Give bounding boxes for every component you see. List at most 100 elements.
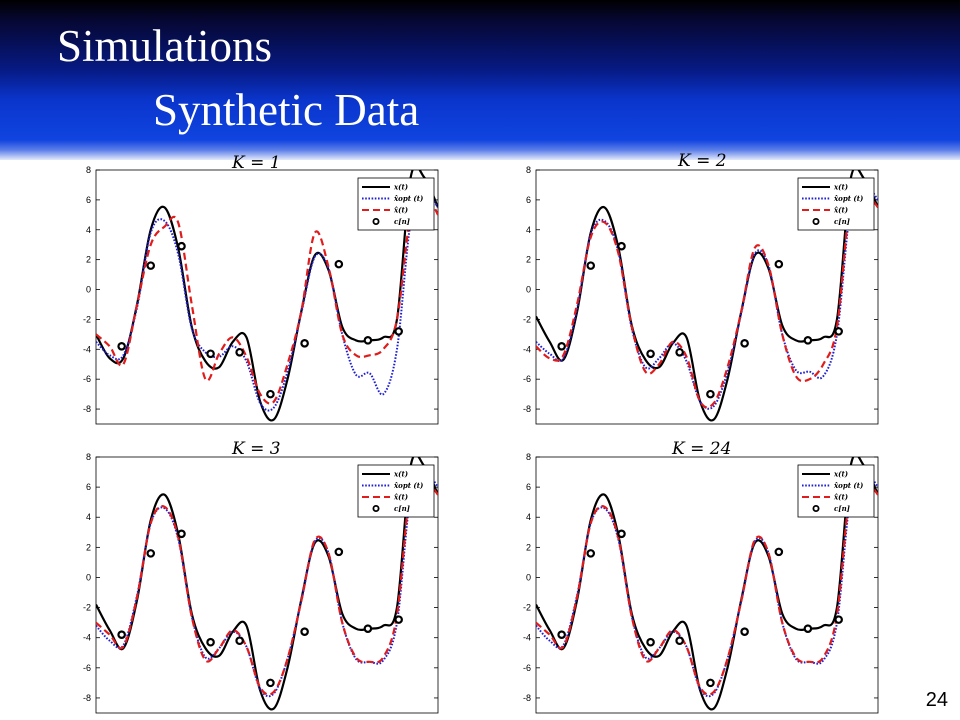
y-tick-label: 4	[526, 512, 531, 522]
legend-label: x̂(t)	[393, 206, 408, 215]
slide-header	[0, 0, 960, 160]
y-tick-label: 6	[86, 195, 91, 205]
legend-label: x̂opt (t)	[393, 194, 423, 203]
legend: x(t) x̂opt (t) x̂(t) c[n]	[357, 464, 435, 518]
y-tick-label: -8	[83, 404, 91, 414]
y-tick-label: -6	[523, 663, 531, 673]
y-tick-label: -4	[523, 344, 531, 354]
chart-k24: 8 6 4 2 0 -2 -4 -6 -8 x(t) x̂opt (t) x̂(t) c[n]	[523, 452, 879, 714]
sample-marker	[363, 336, 373, 345]
sample-marker	[803, 336, 813, 345]
y-tick-label: -8	[523, 404, 531, 414]
series-line	[536, 183, 878, 410]
sample-marker	[300, 339, 309, 348]
y-tick-label: -6	[83, 374, 91, 384]
sample-marker	[334, 547, 344, 557]
y-tick-label: 4	[86, 225, 91, 235]
sample-marker	[117, 630, 126, 639]
chart-k1: 8 6 4 2 0 -2 -4 -6 -8 x(t) x̂opt (t) x̂(t) c[n]	[83, 165, 439, 425]
y-tick-label: 2	[526, 542, 531, 552]
y-tick-label: 6	[526, 482, 531, 492]
sample-marker	[235, 636, 244, 646]
series-line	[536, 170, 878, 422]
y-tick-label: -2	[523, 314, 531, 324]
sample-marker	[646, 349, 655, 359]
sample-marker	[706, 678, 715, 688]
y-tick-label: 2	[86, 542, 91, 552]
sample-marker	[334, 259, 344, 269]
sample-marker	[774, 547, 784, 557]
legend-label: x(t)	[393, 183, 408, 192]
y-tick-label: 6	[526, 195, 531, 205]
legend-swatch	[812, 505, 820, 513]
y-tick-label: -4	[83, 633, 91, 643]
legend: x(t) x̂opt (t) x̂(t) c[n]	[357, 177, 435, 231]
legend-label: x(t)	[833, 470, 848, 479]
sample-marker	[300, 627, 309, 636]
legend-label: x̂opt (t)	[833, 194, 863, 203]
sample-marker	[774, 259, 784, 269]
legend-swatch	[372, 505, 380, 513]
sample-marker	[740, 339, 749, 348]
y-tick-label: 8	[86, 165, 91, 175]
sample-marker	[206, 637, 215, 647]
page-number: 24	[925, 689, 948, 711]
sample-marker	[206, 349, 215, 359]
sample-marker	[146, 261, 156, 270]
sample-marker	[177, 241, 186, 251]
y-tick-label: 8	[526, 452, 531, 462]
sample-marker	[363, 624, 373, 633]
slide-subtitle: Synthetic Data	[153, 85, 420, 135]
sample-marker	[177, 529, 186, 539]
y-tick-label: 0	[86, 285, 91, 295]
legend-label: x̂(t)	[833, 493, 848, 502]
slide-title: Simulations	[57, 21, 273, 71]
panel-title-k24: K = 24	[672, 439, 732, 459]
series-line	[536, 186, 878, 409]
sample-marker	[266, 678, 275, 688]
y-tick-label: -8	[523, 693, 531, 703]
y-tick-label: 4	[86, 512, 91, 522]
legend-label: x̂opt (t)	[393, 481, 423, 490]
sample-marker	[235, 347, 244, 357]
sample-marker	[834, 327, 843, 336]
y-tick-label: 8	[526, 165, 531, 175]
chart-k3: 8 6 4 2 0 -2 -4 -6 -8 x(t) x̂opt (t) x̂(t) c[n]	[83, 452, 439, 714]
legend-swatch	[812, 218, 820, 226]
y-tick-label: -4	[83, 344, 91, 354]
y-tick-label: 4	[526, 225, 531, 235]
legend-label: x̂(t)	[393, 493, 408, 502]
legend-label: c[n]	[394, 217, 411, 226]
sample-marker	[394, 327, 403, 336]
legend-label: x̂opt (t)	[833, 481, 863, 490]
legend: x(t) x̂opt (t) x̂(t) c[n]	[797, 177, 875, 231]
legend-label: c[n]	[394, 504, 411, 513]
legend-label: x(t)	[393, 470, 408, 479]
sample-marker	[557, 342, 566, 351]
y-tick-label: -2	[523, 603, 531, 613]
series-line	[96, 191, 438, 412]
sample-marker	[675, 347, 684, 357]
panel-title-k2: K = 2	[678, 151, 727, 171]
legend: x(t) x̂opt (t) x̂(t) c[n]	[797, 464, 875, 518]
y-tick-label: -8	[83, 693, 91, 703]
y-tick-label: -6	[523, 374, 531, 384]
legend-swatch	[372, 218, 380, 226]
sample-marker	[266, 389, 275, 399]
sample-marker	[675, 636, 684, 646]
panel-title-k1: K = 1	[232, 153, 281, 173]
sample-marker	[557, 630, 566, 639]
legend-label: c[n]	[834, 217, 851, 226]
sample-marker	[394, 615, 403, 624]
y-tick-label: -2	[83, 603, 91, 613]
y-tick-label: -2	[83, 314, 91, 324]
panel-title-k3: K = 3	[232, 439, 281, 459]
legend-label: x̂(t)	[833, 206, 848, 215]
series-line	[536, 473, 878, 696]
sample-marker	[740, 627, 749, 636]
chart-k2: 8 6 4 2 0 -2 -4 -6 -8 x(t) x̂opt (t) x̂(t) c[n]	[523, 165, 879, 425]
sample-marker	[586, 261, 596, 270]
y-tick-label: -4	[523, 633, 531, 643]
series-line	[96, 170, 438, 422]
y-tick-label: 2	[86, 255, 91, 265]
